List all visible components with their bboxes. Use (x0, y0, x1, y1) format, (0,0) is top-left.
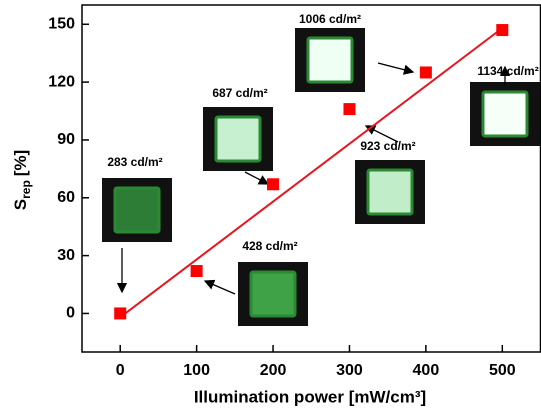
annotation: 687 cd/m² (212, 86, 267, 100)
y-tick-label: 30 (57, 247, 75, 264)
annotation: 1006 cd/m² (299, 12, 361, 26)
x-tick-label: 500 (489, 362, 516, 379)
inset-glow (306, 36, 354, 84)
marker (267, 178, 280, 191)
marker (190, 265, 203, 278)
annotation: 428 cd/m² (242, 239, 297, 253)
x-tick-label: 0 (116, 362, 125, 379)
y-tick-label: 60 (57, 189, 75, 206)
annotation: 283 cd/m² (107, 155, 162, 169)
y-tick-label: 90 (57, 131, 75, 148)
marker (419, 66, 432, 79)
y-tick-label: 120 (48, 73, 75, 90)
marker (114, 307, 127, 320)
annotation: 1134 cd/m² (477, 64, 538, 78)
x-tick-label: 200 (260, 362, 287, 379)
annotation-arrow (364, 125, 399, 143)
x-tick-label: 100 (183, 362, 210, 379)
marker (496, 24, 509, 37)
marker (343, 103, 356, 116)
inset-glow (481, 90, 529, 138)
y-tick-label: 0 (66, 305, 75, 322)
x-tick-label: 300 (336, 362, 363, 379)
x-axis-label: Illumination power [mW/cm³] (194, 387, 426, 406)
annotation-arrow (377, 62, 415, 75)
x-tick-label: 400 (413, 362, 440, 379)
y-axis-label: Srep[%] (11, 150, 33, 210)
inset-glow (214, 115, 262, 163)
annotation: 923 cd/m² (360, 139, 415, 153)
inset-glow (366, 168, 414, 216)
inset-glow (113, 186, 161, 234)
inset-glow (249, 270, 297, 318)
annotation-arrow (244, 171, 270, 185)
fit-line (119, 27, 503, 319)
y-tick-label: 150 (48, 15, 75, 32)
annotation-arrow (203, 279, 236, 295)
